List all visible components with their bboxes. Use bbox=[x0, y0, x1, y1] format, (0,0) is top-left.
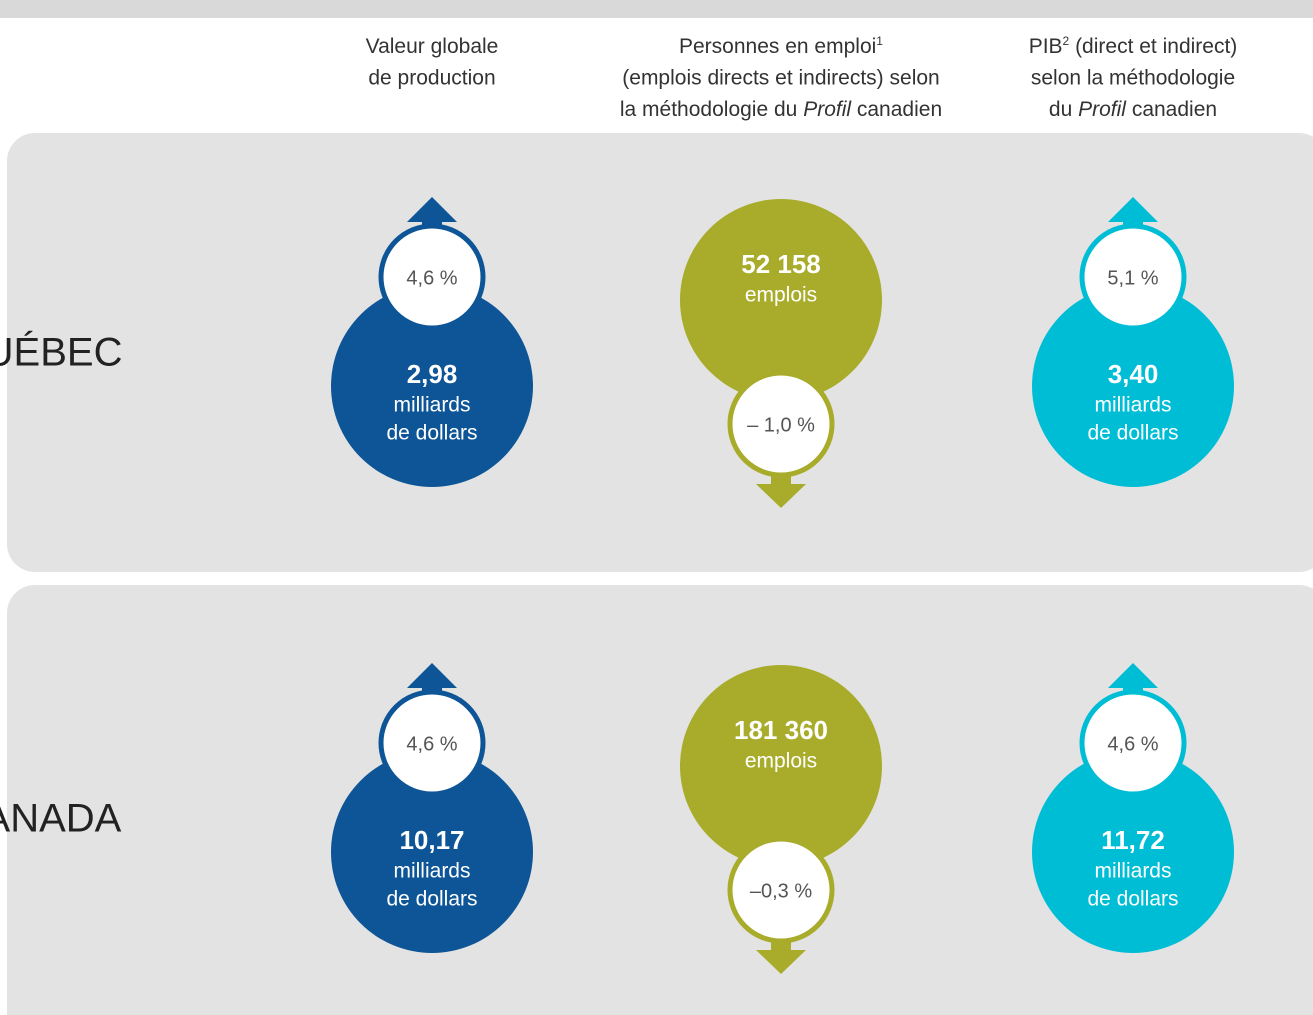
value-label: 2,98 bbox=[407, 359, 458, 389]
column-header: la méthodologie du Profil canadien bbox=[620, 98, 942, 121]
unit-label: emplois bbox=[745, 750, 817, 773]
arrow-head bbox=[407, 197, 457, 222]
value-label: 52 158 bbox=[741, 249, 821, 279]
arrow-head bbox=[756, 484, 806, 508]
value-label: 3,40 bbox=[1108, 359, 1159, 389]
change-circle bbox=[727, 836, 835, 944]
column-header: Valeur globale bbox=[366, 35, 499, 58]
unit-label: milliards bbox=[393, 394, 470, 417]
change-label: 4,6 % bbox=[406, 733, 457, 755]
unit-label: de dollars bbox=[1087, 422, 1178, 445]
unit-label: emplois bbox=[745, 284, 817, 307]
change-circle bbox=[378, 689, 486, 797]
change-label: 5,1 % bbox=[1107, 267, 1158, 289]
value-label: 10,17 bbox=[399, 825, 464, 855]
value-circle bbox=[1032, 751, 1234, 953]
value-circle bbox=[331, 751, 533, 953]
column-header: du Profil canadien bbox=[1049, 98, 1217, 121]
arrow-head bbox=[407, 663, 457, 688]
header-run: 2 bbox=[1063, 34, 1070, 48]
header-run: Valeur globale bbox=[366, 35, 499, 58]
arrow-head bbox=[756, 950, 806, 974]
header-run: Personnes en emploi bbox=[679, 35, 876, 58]
unit-label: milliards bbox=[1094, 394, 1171, 417]
region-label: CANADA bbox=[0, 797, 122, 841]
unit-label: de dollars bbox=[386, 888, 477, 911]
header-run: 1 bbox=[876, 34, 883, 48]
header-run: de production bbox=[368, 66, 495, 89]
column-header: de production bbox=[368, 66, 495, 89]
value-circle bbox=[331, 285, 533, 487]
unit-label: de dollars bbox=[386, 422, 477, 445]
change-label: – 1,0 % bbox=[747, 414, 815, 436]
value-circle bbox=[680, 665, 882, 867]
header-run: PIB bbox=[1029, 35, 1063, 58]
column-header: Personnes en emploi1 bbox=[679, 34, 883, 58]
top-bar bbox=[0, 0, 1313, 18]
header-run: du bbox=[1049, 98, 1078, 121]
header-run: Profil bbox=[1078, 98, 1127, 121]
header-run: canadien bbox=[1126, 98, 1217, 121]
change-circle bbox=[1079, 223, 1187, 331]
unit-label: milliards bbox=[1094, 860, 1171, 883]
panel-canada bbox=[7, 585, 1313, 1015]
region-label: QUÉBEC bbox=[0, 330, 122, 375]
unit-label: milliards bbox=[393, 860, 470, 883]
change-circle bbox=[378, 223, 486, 331]
header-run: Profil bbox=[803, 98, 852, 121]
value-label: 181 360 bbox=[734, 715, 828, 745]
value-circle bbox=[680, 199, 882, 401]
value-circle bbox=[1032, 285, 1234, 487]
change-label: 4,6 % bbox=[1107, 733, 1158, 755]
change-label: 4,6 % bbox=[406, 267, 457, 289]
header-run: selon la méthodologie bbox=[1031, 66, 1235, 89]
value-label: 11,72 bbox=[1101, 825, 1165, 855]
header-run: la méthodologie du bbox=[620, 98, 803, 121]
header-run: canadien bbox=[851, 98, 942, 121]
change-circle bbox=[727, 370, 835, 478]
header-run: (direct et indirect) bbox=[1069, 35, 1237, 58]
change-circle bbox=[1079, 689, 1187, 797]
arrow-head bbox=[1108, 197, 1158, 222]
column-header: PIB2 (direct et indirect) bbox=[1029, 34, 1238, 58]
column-header: selon la méthodologie bbox=[1031, 66, 1235, 89]
unit-label: de dollars bbox=[1087, 888, 1178, 911]
arrow-head bbox=[1108, 663, 1158, 688]
header-run: (emplois directs et indirects) selon bbox=[622, 66, 939, 89]
panel-quebec bbox=[7, 133, 1313, 572]
change-label: –0,3 % bbox=[750, 880, 812, 902]
column-header: (emplois directs et indirects) selon bbox=[622, 66, 939, 89]
